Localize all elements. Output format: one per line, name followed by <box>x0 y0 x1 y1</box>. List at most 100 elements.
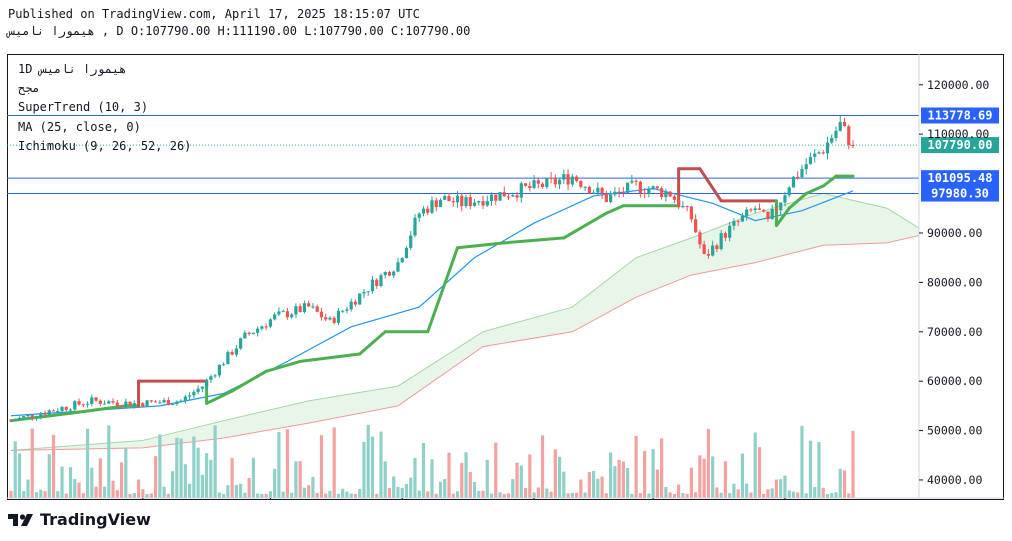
volume-bar <box>430 459 434 498</box>
volume-bar <box>243 492 247 498</box>
candle-body <box>260 326 264 329</box>
time-axis: Novدسامبر2025فوریهمارسآوریل <box>7 497 1004 500</box>
volume-bar <box>498 492 502 498</box>
volume-bar <box>26 479 30 498</box>
volume-bar <box>689 467 694 498</box>
price-tick-label: 70000.00 <box>927 325 982 339</box>
volume-bar <box>702 458 706 498</box>
candle-body <box>353 301 358 305</box>
volume-bar <box>672 493 676 498</box>
candle-body <box>570 176 574 185</box>
candle-body <box>68 409 73 411</box>
candle-body <box>447 196 451 202</box>
price-tick-label: 40000.00 <box>927 473 982 487</box>
legend-supertrend[interactable]: SuperTrend (10, 3) <box>18 100 149 114</box>
price-tick-label: 80000.00 <box>927 275 982 289</box>
candle-body <box>247 332 251 335</box>
volume-bar <box>230 457 234 498</box>
volume-bar <box>124 447 128 498</box>
candle-body <box>821 152 825 154</box>
candle-body <box>234 348 238 355</box>
volume-bar <box>349 493 353 498</box>
volume-bar <box>557 456 562 498</box>
candle-body <box>111 401 115 403</box>
candle-body <box>209 376 213 380</box>
candle-body <box>779 202 783 211</box>
candle-body <box>56 410 60 412</box>
legend-ichimoku[interactable]: Ichimoku (9, 26, 52, 26) <box>18 139 192 153</box>
volume-bar <box>51 434 56 498</box>
candle-body <box>434 200 438 208</box>
volume-bar <box>90 467 94 498</box>
volume-bar <box>68 467 73 498</box>
candle-body <box>349 301 353 310</box>
volume-bar <box>81 493 85 498</box>
candle-body <box>455 195 460 203</box>
volume-bar <box>719 492 723 498</box>
candle-body <box>557 179 562 185</box>
volume-bar <box>392 476 396 498</box>
volume-bar <box>102 486 107 498</box>
volume-bar <box>115 490 119 498</box>
volume-bar <box>336 493 341 498</box>
volume-bar <box>502 493 506 498</box>
volume-bar <box>192 436 196 498</box>
volume-bar <box>166 493 170 498</box>
volume-bar <box>170 471 175 498</box>
candle-body <box>47 410 51 415</box>
candle-body <box>638 181 642 193</box>
volume-bar <box>711 456 715 498</box>
candle-body <box>677 199 681 208</box>
volume-bar <box>188 483 192 498</box>
candle-body <box>183 396 187 401</box>
candle-body <box>43 413 47 415</box>
candle-body <box>766 211 770 220</box>
volume-bar <box>830 492 834 498</box>
volume-bar <box>128 493 132 498</box>
volume-bar <box>162 486 166 498</box>
volume-bar <box>651 449 655 498</box>
candle-body <box>94 397 98 401</box>
volume-bar <box>324 493 328 498</box>
candle-body <box>370 279 375 292</box>
candle-body <box>362 291 366 294</box>
price-chart[interactable]: 113778.69 101095.48 97980.30 107790.00 1200… <box>7 54 1004 500</box>
volume-bar <box>302 487 307 498</box>
candle-body <box>64 407 68 410</box>
supertrend-segment <box>804 184 825 195</box>
volume-bar <box>145 494 149 498</box>
price-tag-label: 113778.69 <box>927 108 992 122</box>
supertrend-segment <box>787 191 808 210</box>
tradingview-logo[interactable]: TradingView <box>8 510 151 529</box>
candle-body <box>702 244 706 254</box>
candle-body <box>808 156 813 165</box>
supertrend-segment <box>205 389 234 405</box>
volume-bar <box>73 479 77 498</box>
volume-bar <box>668 492 672 498</box>
candle-body <box>451 201 455 203</box>
candle-body <box>523 183 528 186</box>
candle-body <box>830 137 834 143</box>
candle-body <box>430 200 434 213</box>
candle-body <box>604 193 608 203</box>
legend-ma[interactable]: MA (25, close, 0) <box>18 120 141 134</box>
volume-bar <box>17 453 22 498</box>
candle-body <box>9 420 13 422</box>
volume-bar <box>842 470 847 498</box>
candle-body <box>617 191 621 193</box>
candle-body <box>375 279 379 286</box>
candle-body <box>175 401 179 404</box>
volume-bar <box>583 492 587 498</box>
candle-body <box>545 177 549 188</box>
candle-body <box>681 206 685 208</box>
candle-body <box>149 400 153 402</box>
candle-body <box>562 174 566 180</box>
candle-body <box>358 293 362 305</box>
volume-bar <box>447 452 451 498</box>
candle-body <box>281 311 285 313</box>
supertrend-segment <box>774 206 791 228</box>
candle-body <box>264 326 268 328</box>
candle-body <box>421 208 426 214</box>
candle-body <box>596 187 600 193</box>
last-price-label: 107790.00 <box>927 138 992 152</box>
